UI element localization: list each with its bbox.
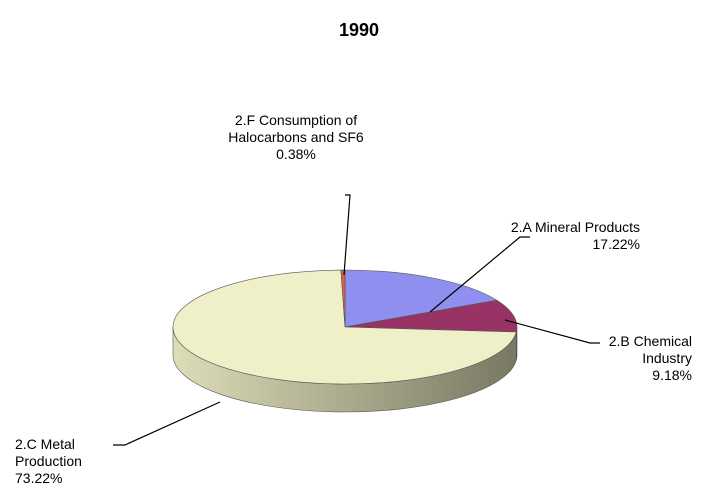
leaders [113, 194, 600, 446]
value-label: 9.18% [652, 367, 692, 383]
value-label: 73.22% [15, 470, 63, 486]
slice [344, 269, 498, 328]
category-label: 2.A Mineral Products [510, 219, 640, 235]
value-label: 17.22% [592, 236, 640, 252]
slice-label: 2.F Consumption of Halocarbons and SF6 0… [216, 112, 376, 163]
leader-line [343, 194, 351, 276]
leader-line [113, 401, 221, 446]
category-label: 2.F Consumption of Halocarbons and SF6 [228, 112, 364, 145]
leader-line [429, 236, 530, 313]
leader-line [504, 319, 600, 344]
chart-title: 1990 [338, 20, 380, 40]
tops [172, 269, 518, 385]
slice-label: 2.A Mineral Products 17.22% [500, 219, 640, 253]
value-label: 0.38% [276, 146, 316, 162]
slice-label: 2.C Metal Production 73.22% [15, 436, 115, 487]
slice-label: 2.B Chemical Industry 9.18% [600, 333, 692, 384]
category-label: 2.B Chemical Industry [608, 333, 692, 366]
category-label: 2.C Metal Production [15, 436, 82, 469]
slice [344, 299, 518, 333]
slice [340, 269, 346, 328]
